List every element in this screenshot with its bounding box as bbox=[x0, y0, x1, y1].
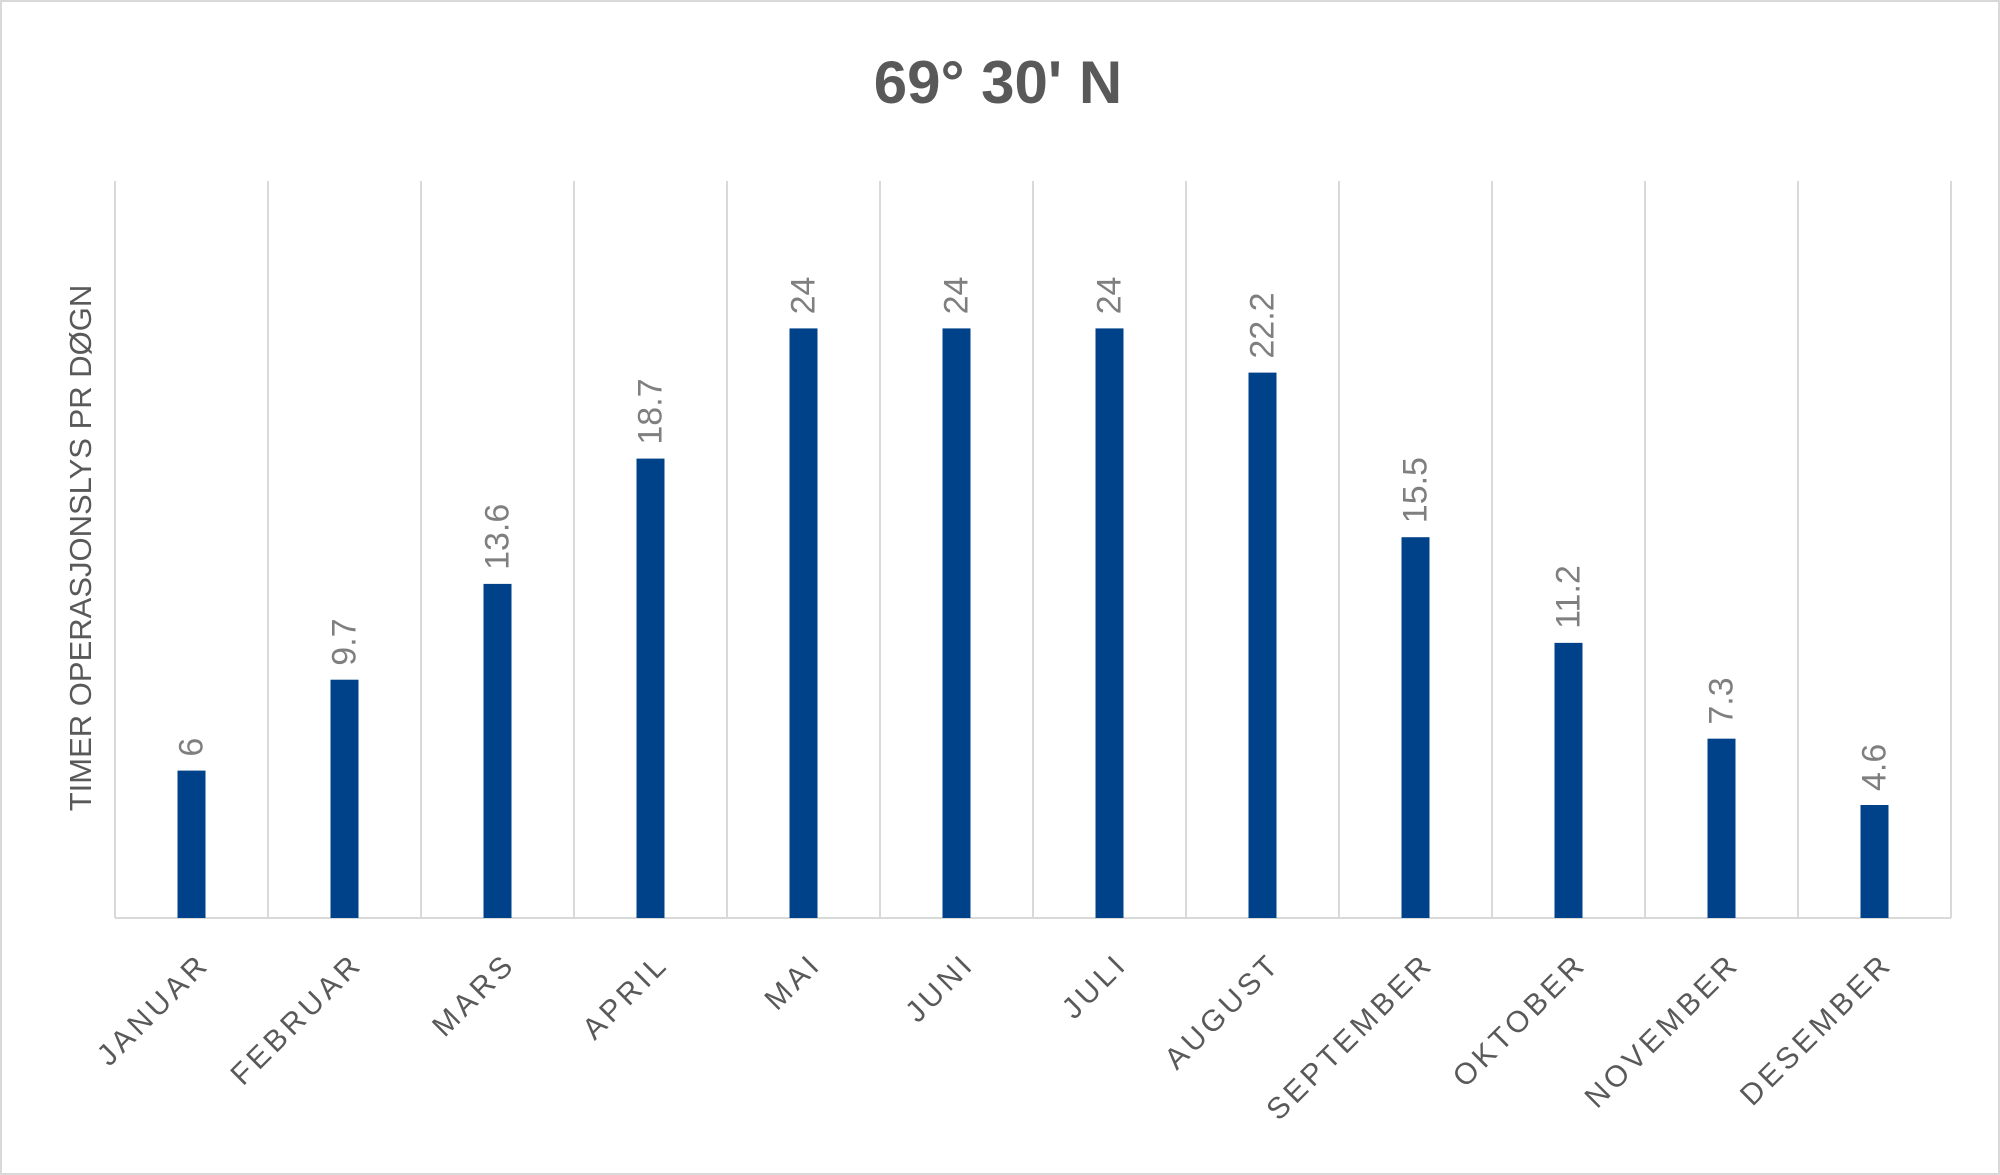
bar bbox=[942, 328, 971, 918]
value-label: 24 bbox=[784, 277, 822, 315]
value-label: 13.6 bbox=[478, 504, 516, 570]
bar bbox=[483, 583, 512, 918]
value-label: 4.6 bbox=[1855, 744, 1893, 791]
bar bbox=[1707, 738, 1736, 918]
value-label: 15.5 bbox=[1396, 457, 1434, 523]
bar bbox=[1401, 537, 1430, 918]
bar bbox=[636, 458, 665, 918]
y-axis-label: TIMER OPERASJONSLYS PR DØGN bbox=[63, 285, 98, 812]
bar bbox=[177, 770, 206, 918]
bar bbox=[1860, 804, 1889, 918]
bar bbox=[1248, 372, 1277, 918]
value-label: 24 bbox=[937, 277, 975, 315]
chart-title: 69° 30' N bbox=[874, 49, 1122, 116]
bar bbox=[1095, 328, 1124, 918]
value-label: 7.3 bbox=[1702, 677, 1740, 724]
value-label: 22.2 bbox=[1243, 292, 1281, 358]
value-label: 11.2 bbox=[1549, 565, 1587, 629]
value-label: 6 bbox=[172, 738, 210, 757]
bar bbox=[1554, 642, 1583, 918]
bar bbox=[330, 679, 359, 918]
bar bbox=[789, 328, 818, 918]
value-label: 9.7 bbox=[325, 618, 363, 665]
value-label: 24 bbox=[1090, 277, 1128, 315]
value-label: 18.7 bbox=[631, 378, 669, 444]
